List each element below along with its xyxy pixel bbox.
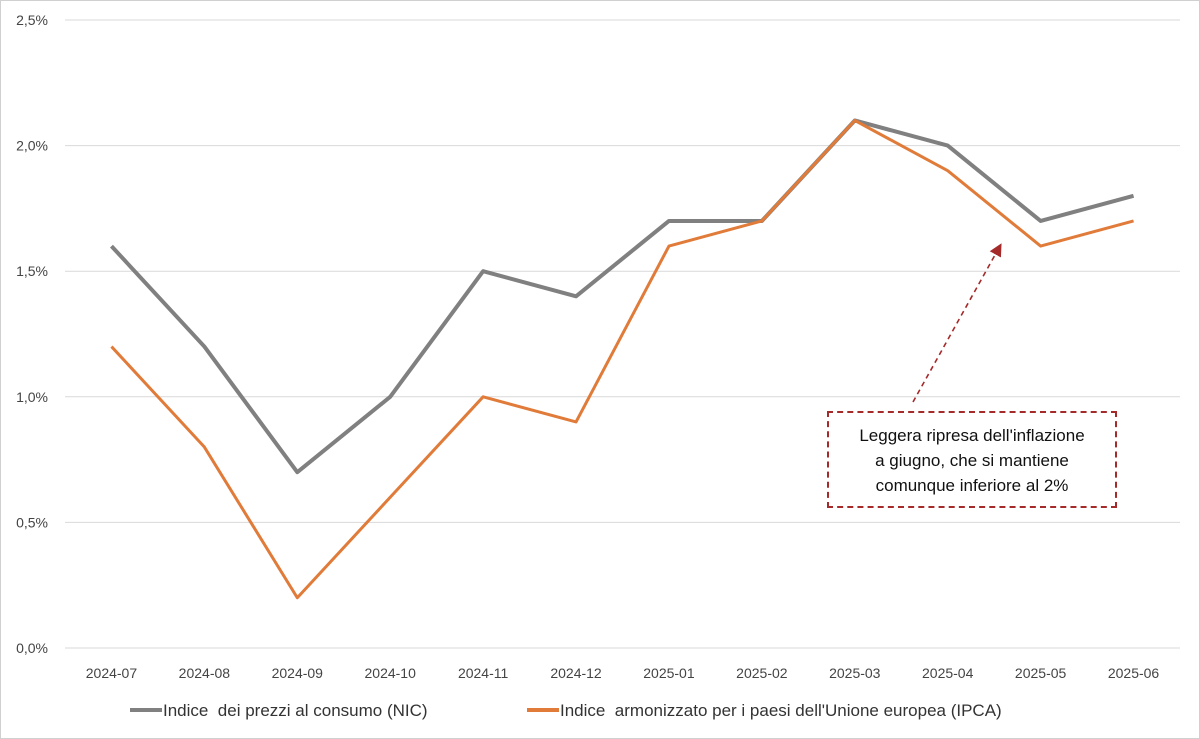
x-tick-label: 2025-04 [922, 665, 974, 681]
x-tick-label: 2024-07 [86, 665, 138, 681]
x-tick-label: 2025-03 [829, 665, 881, 681]
x-tick-label: 2025-06 [1108, 665, 1160, 681]
y-tick-label: 2,5% [16, 12, 48, 28]
annotation-arrow [912, 243, 1002, 403]
x-tick-label: 2024-12 [550, 665, 602, 681]
x-tick-label: 2025-02 [736, 665, 788, 681]
x-tick-label: 2024-11 [458, 665, 509, 681]
legend-label: Indice dei prezzi al consumo (NIC) [163, 701, 428, 720]
y-tick-label: 1,0% [16, 389, 48, 405]
x-tick-label: 2025-01 [643, 665, 695, 681]
legend-label: Indice armonizzato per i paesi dell'Unio… [560, 701, 1002, 720]
x-tick-label: 2024-10 [365, 665, 417, 681]
annotation-box: Leggera ripresa dell'inflazione a giugno… [827, 411, 1117, 508]
series-line-nic [109, 118, 1135, 475]
x-tick-label: 2025-05 [1015, 665, 1067, 681]
x-tick-label: 2024-09 [272, 665, 324, 681]
y-tick-label: 0,5% [16, 514, 48, 530]
x-tick-label: 2024-08 [179, 665, 231, 681]
y-tick-label: 2,0% [16, 138, 48, 154]
y-tick-label: 0,0% [16, 640, 48, 656]
series-line-ipca [110, 118, 1134, 600]
y-tick-label: 1,5% [16, 263, 48, 279]
